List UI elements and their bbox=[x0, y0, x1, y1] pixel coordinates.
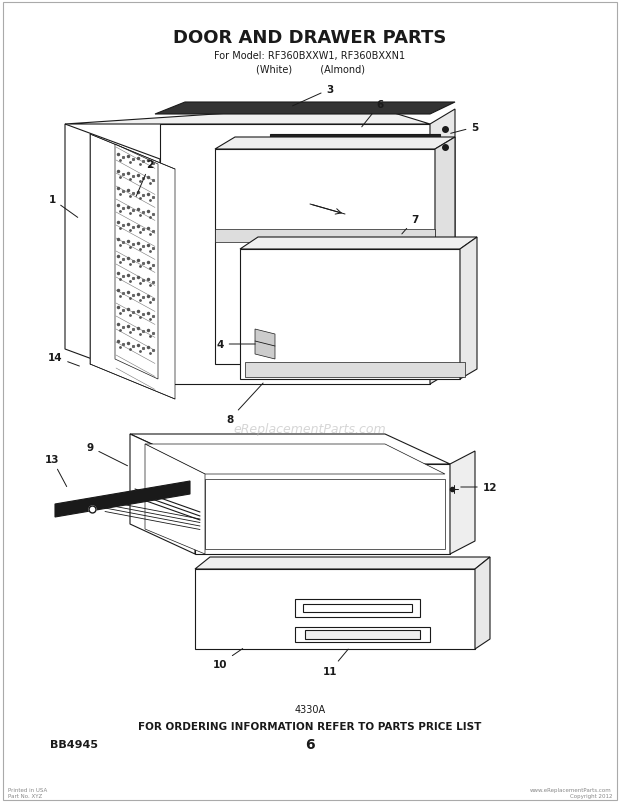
Text: www.eReplacementParts.com
Copyright 2012: www.eReplacementParts.com Copyright 2012 bbox=[530, 787, 612, 798]
Polygon shape bbox=[215, 150, 435, 365]
Polygon shape bbox=[145, 444, 445, 475]
Text: 6: 6 bbox=[305, 737, 315, 751]
Text: 4330A: 4330A bbox=[294, 704, 326, 714]
Polygon shape bbox=[65, 105, 430, 124]
Text: Printed in USA
Part No. XYZ: Printed in USA Part No. XYZ bbox=[8, 787, 47, 798]
Text: 1: 1 bbox=[48, 195, 78, 218]
Text: 8: 8 bbox=[226, 384, 263, 425]
Polygon shape bbox=[205, 479, 445, 549]
Text: 3: 3 bbox=[293, 85, 334, 107]
Text: 4: 4 bbox=[216, 340, 255, 349]
Polygon shape bbox=[240, 238, 477, 250]
Polygon shape bbox=[303, 604, 412, 612]
Polygon shape bbox=[115, 145, 158, 380]
Text: BB4945: BB4945 bbox=[50, 739, 98, 749]
Polygon shape bbox=[245, 362, 465, 377]
Text: 9: 9 bbox=[86, 442, 128, 467]
Polygon shape bbox=[130, 434, 195, 554]
Polygon shape bbox=[240, 250, 460, 380]
Polygon shape bbox=[295, 599, 420, 618]
Text: 11: 11 bbox=[323, 650, 348, 676]
Text: eReplacementParts.com: eReplacementParts.com bbox=[234, 423, 386, 436]
Polygon shape bbox=[270, 135, 440, 148]
Polygon shape bbox=[195, 464, 450, 554]
Polygon shape bbox=[475, 557, 490, 649]
Polygon shape bbox=[435, 138, 455, 365]
Polygon shape bbox=[450, 451, 475, 554]
Polygon shape bbox=[255, 329, 275, 360]
Polygon shape bbox=[305, 630, 420, 639]
Polygon shape bbox=[215, 230, 435, 243]
Text: DOOR AND DRAWER PARTS: DOOR AND DRAWER PARTS bbox=[174, 29, 446, 47]
Polygon shape bbox=[160, 124, 430, 385]
Polygon shape bbox=[195, 557, 490, 569]
Polygon shape bbox=[65, 124, 160, 385]
Polygon shape bbox=[430, 110, 455, 385]
Text: (White)         (Almond): (White) (Almond) bbox=[255, 64, 365, 74]
Text: FOR ORDERING INFORMATION REFER TO PARTS PRICE LIST: FOR ORDERING INFORMATION REFER TO PARTS … bbox=[138, 721, 482, 731]
Text: 6: 6 bbox=[361, 100, 384, 128]
Polygon shape bbox=[195, 569, 475, 649]
Polygon shape bbox=[295, 627, 430, 642]
Text: 10: 10 bbox=[213, 649, 242, 669]
Text: 14: 14 bbox=[48, 353, 79, 367]
Text: 13: 13 bbox=[45, 454, 67, 487]
Polygon shape bbox=[215, 138, 455, 150]
Polygon shape bbox=[55, 482, 190, 517]
Text: For Model: RF360BXXW1, RF360BXXN1: For Model: RF360BXXW1, RF360BXXN1 bbox=[215, 51, 405, 61]
Polygon shape bbox=[90, 135, 175, 400]
Text: 2: 2 bbox=[136, 160, 154, 198]
Polygon shape bbox=[155, 103, 455, 115]
Text: 12: 12 bbox=[461, 483, 497, 492]
Text: 5: 5 bbox=[451, 123, 479, 134]
Polygon shape bbox=[145, 444, 205, 554]
Polygon shape bbox=[130, 434, 450, 464]
Polygon shape bbox=[460, 238, 477, 380]
Text: 7: 7 bbox=[402, 214, 418, 234]
